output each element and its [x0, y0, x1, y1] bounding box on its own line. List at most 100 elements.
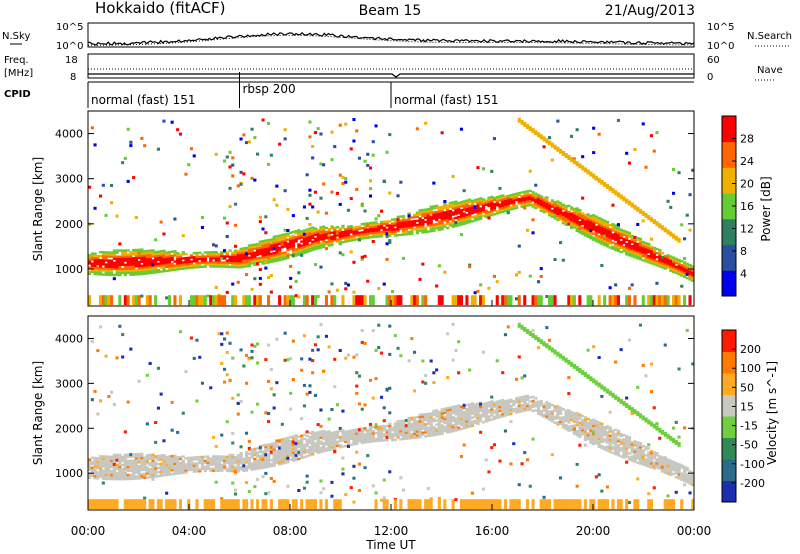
velocity-cell: [357, 432, 362, 435]
power-cell: [300, 248, 304, 251]
power-cell: [515, 196, 519, 199]
velocity-cell: [459, 405, 464, 408]
power-cell: [545, 196, 549, 199]
velocity-near-range-cell: [134, 499, 138, 510]
power-cell: [132, 253, 136, 256]
power-cell: [435, 210, 439, 214]
power-cell: [90, 270, 94, 273]
power-cell: [542, 200, 546, 204]
power-cell: [680, 274, 684, 277]
velocity-scatter-cell: [374, 348, 378, 352]
power-cell: [537, 195, 541, 199]
velocity-cell: [272, 454, 276, 457]
power-cell: [575, 215, 579, 218]
power-scatter-cell: [396, 218, 400, 222]
power-cell: [583, 215, 587, 219]
velocity-cell: [101, 471, 105, 474]
velocity-cell: [440, 410, 444, 413]
velocity-cell: [440, 430, 444, 433]
power-scatter-cell: [349, 147, 353, 151]
power-cell: [685, 270, 689, 274]
velocity-cell: [396, 420, 400, 423]
power-cell: [275, 247, 279, 250]
velocity-cell: [223, 459, 227, 462]
velocity-cell: [327, 446, 331, 449]
power-cell: [110, 267, 114, 270]
power-cell: [418, 229, 422, 232]
power-cell: [181, 253, 185, 256]
velocity-cell: [396, 434, 400, 437]
power-cell: [173, 252, 177, 255]
velocity-cell: [286, 438, 290, 442]
velocity-cell: [110, 475, 114, 479]
power-cell: [666, 254, 670, 257]
power-cell: [391, 226, 395, 229]
power-cell: [498, 199, 502, 202]
power-cell: [402, 227, 406, 230]
velocity-scatter-cell: [311, 371, 315, 375]
power-cell: [556, 212, 560, 215]
power-scatter-cell: [154, 238, 158, 242]
power-cell: [247, 264, 251, 267]
power-cell: [275, 257, 279, 260]
power-cell: [572, 207, 576, 211]
power-scatter-cell: [206, 294, 210, 298]
power-cell: [200, 253, 205, 256]
power-cell: [187, 266, 191, 270]
velocity-cell: [636, 461, 640, 464]
velocity-cell: [410, 418, 414, 422]
power-cell: [465, 205, 469, 208]
velocity-cell: [446, 423, 450, 426]
velocity-cell: [178, 463, 183, 467]
velocity-scatter-cell: [228, 341, 232, 345]
velocity-cell: [435, 409, 439, 412]
velocity-scatter-cell: [371, 396, 375, 400]
velocity-cell: [319, 434, 323, 437]
velocity-cell: [308, 435, 312, 439]
velocity-scatter-cell: [346, 353, 350, 357]
power-cell: [159, 250, 163, 253]
y-tick-label: 2000: [55, 218, 83, 231]
power-cell: [663, 265, 667, 268]
power-near-range-cell: [539, 295, 543, 306]
velocity-scatter-cell: [454, 349, 458, 352]
power-cell: [586, 225, 590, 228]
velocity-cell: [627, 436, 632, 439]
power-scatter-cell: [239, 182, 243, 186]
power-cell: [156, 252, 161, 255]
power-cell: [614, 228, 618, 231]
velocity-streak-cell: [559, 353, 563, 359]
velocity-scatter-cell: [572, 427, 576, 431]
velocity-cell: [170, 460, 174, 464]
velocity-near-range-cell: [319, 499, 323, 510]
power-cell: [688, 276, 692, 279]
velocity-cell: [267, 463, 271, 466]
velocity-cell: [278, 455, 282, 458]
velocity-cell: [437, 430, 441, 434]
velocity-cell: [121, 478, 125, 481]
velocity-cell: [581, 425, 585, 428]
velocity-cell: [553, 415, 557, 418]
power-cell: [223, 263, 227, 266]
power-cell: [663, 263, 667, 266]
velocity-cell: [162, 468, 166, 471]
velocity-cell: [575, 415, 579, 419]
power-cell: [104, 269, 108, 272]
velocity-near-range-cell: [553, 499, 557, 510]
power-near-range-cell: [118, 295, 122, 306]
power-cell: [371, 227, 375, 231]
power-cell: [556, 204, 560, 207]
power-cell: [490, 209, 494, 213]
power-cell: [396, 234, 400, 237]
power-cell: [369, 236, 373, 239]
power-cell: [473, 217, 477, 220]
velocity-cell: [589, 439, 593, 442]
power-cell: [512, 201, 516, 204]
power-cell: [225, 251, 229, 254]
velocity-scatter-cell: [178, 330, 182, 334]
velocity-cell: [399, 428, 403, 431]
power-cell: [363, 234, 367, 238]
velocity-cell: [176, 468, 180, 471]
power-cell: [647, 255, 651, 258]
power-cell: [250, 258, 254, 261]
